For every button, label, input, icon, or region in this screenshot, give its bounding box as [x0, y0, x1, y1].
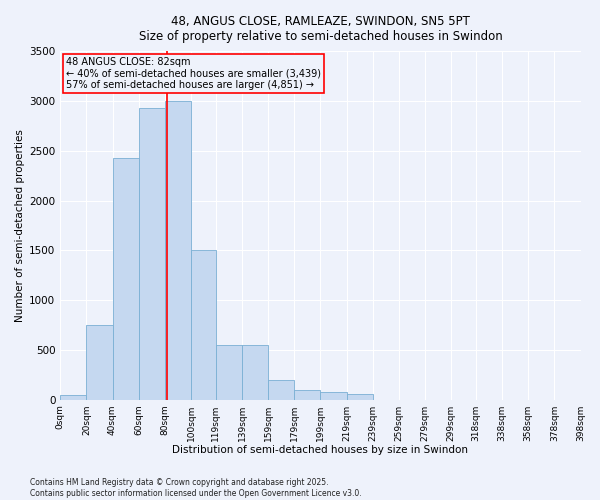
Bar	[113, 158, 139, 400]
Bar	[347, 394, 373, 400]
X-axis label: Distribution of semi-detached houses by size in Swindon: Distribution of semi-detached houses by …	[172, 445, 469, 455]
Title: 48, ANGUS CLOSE, RAMLEAZE, SWINDON, SN5 5PT
Size of property relative to semi-de: 48, ANGUS CLOSE, RAMLEAZE, SWINDON, SN5 …	[139, 15, 502, 43]
Bar	[242, 345, 268, 400]
Bar	[86, 325, 113, 400]
Bar	[165, 101, 191, 400]
Bar	[320, 392, 347, 400]
Text: 48 ANGUS CLOSE: 82sqm
← 40% of semi-detached houses are smaller (3,439)
57% of s: 48 ANGUS CLOSE: 82sqm ← 40% of semi-deta…	[66, 57, 321, 90]
Bar	[60, 394, 86, 400]
Text: Contains HM Land Registry data © Crown copyright and database right 2025.
Contai: Contains HM Land Registry data © Crown c…	[30, 478, 362, 498]
Y-axis label: Number of semi-detached properties: Number of semi-detached properties	[15, 129, 25, 322]
Bar	[294, 390, 320, 400]
Bar	[191, 250, 216, 400]
Bar	[268, 380, 294, 400]
Bar	[139, 108, 165, 400]
Bar	[216, 345, 242, 400]
